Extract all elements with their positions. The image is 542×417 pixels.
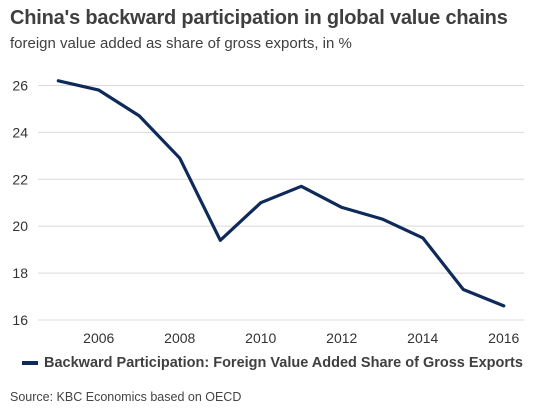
legend-label: Backward Participation: Foreign Value Ad… bbox=[44, 355, 523, 371]
source-note: Source: KBC Economics based on OECD bbox=[10, 390, 242, 404]
y-tick-label: 20 bbox=[12, 218, 28, 234]
x-tick-label: 2016 bbox=[488, 330, 519, 346]
y-tick-label: 16 bbox=[12, 312, 28, 328]
x-tick-label: 2010 bbox=[245, 330, 276, 346]
x-tick-label: 2006 bbox=[83, 330, 114, 346]
chart-title: China's backward participation in global… bbox=[10, 7, 508, 29]
y-tick-label: 24 bbox=[12, 124, 28, 140]
x-tick-label: 2012 bbox=[326, 330, 357, 346]
x-tick-label: 2014 bbox=[407, 330, 438, 346]
y-tick-label: 18 bbox=[12, 265, 28, 281]
x-tick-label: 2008 bbox=[164, 330, 195, 346]
legend-swatch bbox=[22, 361, 38, 365]
legend: Backward Participation: Foreign Value Ad… bbox=[22, 355, 523, 371]
y-tick-label: 26 bbox=[12, 77, 28, 93]
series-line-0 bbox=[56, 79, 506, 308]
y-tick-label: 22 bbox=[12, 171, 28, 187]
chart-subtitle: foreign value added as share of gross ex… bbox=[10, 35, 352, 52]
